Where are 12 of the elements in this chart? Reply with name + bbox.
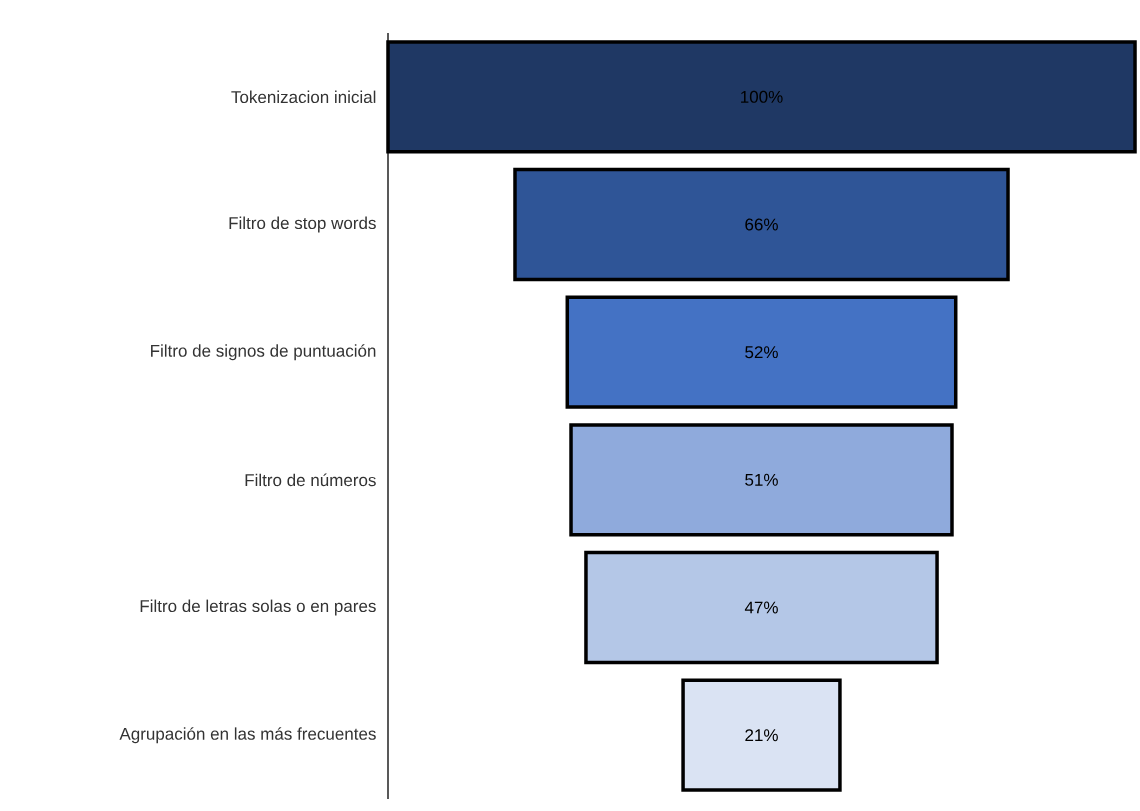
data-label: 21% [745,729,778,742]
category-label: Filtro de letras solas o en pares [140,599,376,616]
category-label: Tokenizacion inicial [231,90,376,104]
data-label: 66% [745,218,778,231]
data-label: 47% [744,601,778,614]
data-label: 52% [745,346,778,359]
category-label: Filtro de números [245,473,376,487]
data-label: 51% [745,473,778,486]
category-label: Filtro de signos de puntuación [151,344,376,361]
category-label: Agrupación en las más frecuentes [119,727,376,744]
data-label: 100% [741,90,783,103]
category-label: Filtro de stop words [229,216,376,233]
